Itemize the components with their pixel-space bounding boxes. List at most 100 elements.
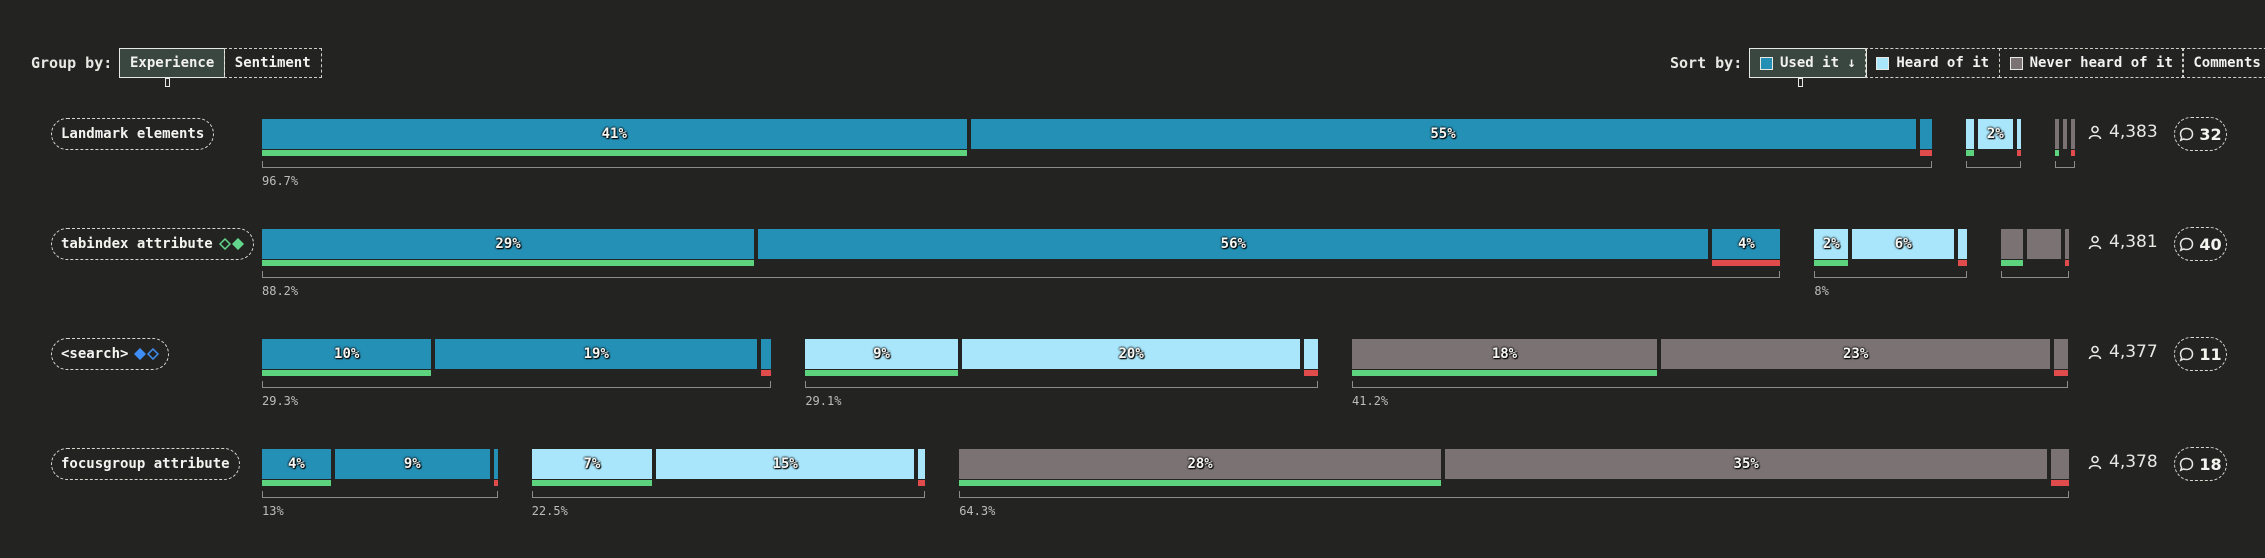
positive-sentiment-strip xyxy=(262,480,331,486)
bar-segment[interactable]: 20% xyxy=(961,339,1301,369)
bar-segment[interactable] xyxy=(1304,339,1319,369)
comments-button[interactable]: 40 xyxy=(2174,227,2227,261)
sort-by-buttons: Used it ↓ Heard of it Never heard of it … xyxy=(1749,48,2265,78)
group-total-label: 22.5% xyxy=(531,504,568,518)
respondent-count: 4,383 xyxy=(2088,122,2158,142)
bar-segment[interactable] xyxy=(2051,449,2069,479)
chart-row: tabindex attribute 29% 56% 4% 88.2% 2% 6% 8% 4,3… xyxy=(0,227,2265,338)
bar-segment[interactable] xyxy=(2070,119,2075,149)
bar-segment[interactable] xyxy=(918,449,926,479)
bar-segment[interactable]: 7% xyxy=(531,449,653,479)
bar-segment[interactable] xyxy=(761,339,772,369)
text-cursor-icon xyxy=(165,78,170,87)
person-icon xyxy=(2088,235,2102,249)
bar-segment[interactable]: 2% xyxy=(1978,119,2013,149)
group-total-label: 88.2% xyxy=(262,284,299,298)
bar-segment[interactable] xyxy=(1965,119,1975,149)
negative-sentiment-strip xyxy=(918,480,926,486)
speech-bubble-icon xyxy=(2179,237,2194,252)
chart-row: Landmark elements 41% 55% 96.7% 2% 4,383 32 xyxy=(0,117,2265,228)
bar-segment[interactable]: 56% xyxy=(758,229,1709,259)
negative-sentiment-strip xyxy=(761,370,772,376)
comments-count: 11 xyxy=(2199,344,2222,364)
segment-label: 6% xyxy=(1894,236,1912,252)
bar-segment[interactable] xyxy=(2064,229,2069,259)
group-total-label: 64.3% xyxy=(959,504,996,518)
comments-count: 18 xyxy=(2199,454,2222,474)
sort-used-button[interactable]: Used it ↓ xyxy=(1749,48,1867,78)
bar-segment[interactable]: 15% xyxy=(656,449,915,479)
feature-pill[interactable]: tabindex attribute xyxy=(51,228,254,260)
feature-pill[interactable]: Landmark elements xyxy=(51,118,215,150)
sort-by-label: Sort by: xyxy=(1670,54,1743,72)
segment-label: 2% xyxy=(1986,126,2004,142)
sort-never-label: Never heard of it xyxy=(2029,55,2173,71)
bar-segment[interactable] xyxy=(1919,119,1932,149)
person-icon xyxy=(2088,125,2102,139)
sort-heard-label: Heard of it xyxy=(1896,55,1990,71)
negative-sentiment-strip xyxy=(493,480,498,486)
feature-pill[interactable]: <search> xyxy=(51,338,170,370)
bar-segment[interactable]: 41% xyxy=(262,119,967,149)
sort-used-label: Used it ↓ xyxy=(1780,55,1856,71)
sort-heard-button[interactable]: Heard of it xyxy=(1865,48,2001,78)
group-by-sentiment-button[interactable]: Sentiment xyxy=(223,48,322,78)
bar-segment[interactable]: 29% xyxy=(262,229,755,259)
segment-label: 23% xyxy=(1843,346,1869,362)
group-bracket xyxy=(1352,381,2068,388)
negative-sentiment-strip xyxy=(2070,150,2075,156)
feature-name: <search> xyxy=(61,346,129,362)
blue-diamond-icon xyxy=(147,348,160,360)
bar-segment[interactable]: 19% xyxy=(435,339,758,369)
respondent-count: 4,381 xyxy=(2088,232,2158,252)
sort-comments-label: Comments xyxy=(2193,55,2261,71)
comments-button[interactable]: 11 xyxy=(2174,337,2227,371)
bar-segment[interactable] xyxy=(2000,229,2023,259)
bar-segment[interactable]: 4% xyxy=(1712,229,1781,259)
bar-segment[interactable] xyxy=(2054,339,2068,369)
negative-sentiment-strip xyxy=(1712,260,1781,266)
segment-label: 29% xyxy=(495,236,521,252)
feature-name: focusgroup attribute xyxy=(61,456,230,472)
comments-button[interactable]: 18 xyxy=(2174,447,2227,481)
text-cursor-icon xyxy=(1798,78,1803,87)
bar-segment[interactable] xyxy=(2054,119,2059,149)
bar-segment[interactable]: 28% xyxy=(959,449,1442,479)
chart-row: <search> 10% 19% 29.3% 9% 20% 29.1% 18% 23% 41.2%… xyxy=(0,337,2265,448)
feature-pill[interactable]: focusgroup attribute xyxy=(51,448,240,480)
group-by-experience-button[interactable]: Experience xyxy=(119,48,226,78)
positive-sentiment-strip xyxy=(531,480,653,486)
negative-sentiment-strip xyxy=(1958,260,1967,266)
group-total-label: 29.3% xyxy=(262,394,299,408)
bar-segment[interactable]: 6% xyxy=(1852,229,1955,259)
bar-segment[interactable] xyxy=(2016,119,2021,149)
bar-segment[interactable]: 4% xyxy=(262,449,331,479)
sort-never-button[interactable]: Never heard of it xyxy=(1998,48,2184,78)
bar-segment[interactable]: 55% xyxy=(970,119,1916,149)
bar-segment[interactable]: 35% xyxy=(1445,449,2048,479)
group-total-label: 96.7% xyxy=(262,174,299,188)
bar-segment[interactable] xyxy=(1958,229,1967,259)
comments-button[interactable]: 32 xyxy=(2174,117,2227,151)
segment-label: 55% xyxy=(1430,126,1456,142)
group-bracket xyxy=(2000,271,2069,278)
bar-segment[interactable]: 18% xyxy=(1352,339,1657,369)
group-bracket xyxy=(262,271,1781,278)
group-bracket xyxy=(2054,161,2075,168)
bar-segment[interactable] xyxy=(2026,229,2061,259)
speech-bubble-icon xyxy=(2179,127,2194,142)
bar-segment[interactable] xyxy=(2062,119,2067,149)
bar-segment[interactable]: 10% xyxy=(262,339,432,369)
bar-segment[interactable] xyxy=(493,449,498,479)
comments-count: 40 xyxy=(2199,234,2222,254)
speech-bubble-icon xyxy=(2179,347,2194,362)
positive-sentiment-strip xyxy=(1814,260,1849,266)
bar-segment[interactable]: 9% xyxy=(805,339,958,369)
bar-segment[interactable]: 9% xyxy=(334,449,490,479)
sort-comments-button[interactable]: Comments xyxy=(2182,48,2265,78)
bar-segment[interactable]: 23% xyxy=(1660,339,2051,369)
bar-segment[interactable]: 2% xyxy=(1814,229,1849,259)
segment-label: 10% xyxy=(334,346,360,362)
segment-label: 9% xyxy=(873,346,890,362)
respondent-count-value: 4,377 xyxy=(2109,342,2158,362)
